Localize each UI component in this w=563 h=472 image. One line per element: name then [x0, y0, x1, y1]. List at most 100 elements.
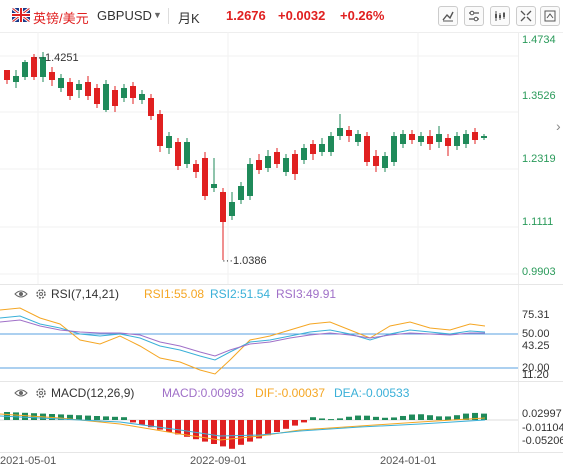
macd-bar [292, 420, 298, 426]
expand-icon[interactable] [516, 6, 536, 26]
macd-bar [229, 420, 235, 449]
candle-body [40, 57, 46, 77]
chevron-down-icon[interactable]: ▼ [153, 10, 162, 20]
macd-bar [256, 420, 262, 439]
candle-body [274, 152, 280, 164]
candlestick-chart [0, 32, 518, 284]
macd-bar [400, 415, 406, 420]
candle-body [13, 76, 19, 82]
dif-value: DIF:-0.00037 [255, 386, 326, 400]
candle-body [202, 158, 208, 196]
candle-body [265, 156, 271, 168]
candle-body [175, 142, 181, 166]
current-price: 1.2676 [226, 8, 266, 23]
candle-body [49, 72, 55, 80]
price-change: +0.0032 [278, 8, 326, 23]
candle-body [238, 186, 244, 200]
macd-bar [157, 420, 163, 430]
date-axis-label: 2024-01-01 [380, 455, 437, 467]
candle-body [364, 136, 370, 162]
macd-bar [13, 412, 19, 420]
macd-bar [121, 417, 127, 420]
candle-body [220, 192, 226, 222]
date-axis-label: 2022-09-01 [190, 455, 247, 467]
chart-header: 英镑/美元 GBPUSD ▼ 月K 1.2676 +0.0032 +0.26% [0, 0, 563, 33]
dea-value: DEA:-0.00533 [334, 386, 410, 400]
macd-bar [202, 420, 208, 442]
candle-body [337, 128, 343, 136]
rsi1-line [0, 307, 486, 375]
candle-body [85, 82, 91, 96]
macd-bar [238, 420, 244, 445]
macd-bar [211, 420, 217, 444]
candle-body [157, 114, 163, 146]
macd-bar [58, 414, 64, 420]
macd-axis-label: -0.01104 [522, 422, 563, 434]
gear-icon[interactable] [35, 288, 47, 300]
chevron-right-icon[interactable]: › [556, 118, 561, 134]
macd-bar [409, 414, 415, 420]
macd-bar [346, 416, 352, 420]
more-icon[interactable] [540, 6, 560, 26]
candle-body [31, 57, 37, 77]
candle-body [76, 84, 82, 90]
macd-bar [130, 420, 136, 423]
candle-body [103, 84, 109, 110]
macd-bar [454, 415, 460, 420]
candle-body [328, 136, 334, 152]
candle-body [283, 158, 289, 172]
candle-body [472, 132, 478, 140]
indicator-tool-icon[interactable] [490, 6, 510, 26]
gear-icon[interactable] [35, 387, 47, 399]
candle-body [256, 160, 262, 170]
rsi1-value: RSI1:55.08 [144, 287, 205, 301]
price-axis-label: 1.4734 [522, 34, 556, 46]
low-value: 1.0386 [233, 255, 267, 267]
price-axis-label: 1.2319 [522, 153, 556, 165]
macd-bar [436, 416, 442, 420]
candle-body [247, 164, 253, 196]
rsi3-value: RSI3:49.91 [276, 287, 337, 301]
macd-bar [301, 420, 307, 423]
price-change-pct: +0.26% [340, 8, 385, 23]
candle-body [445, 138, 451, 146]
macd-bar [247, 420, 253, 442]
macd-bar [112, 416, 118, 420]
macd-chart [0, 412, 518, 449]
macd-bar [337, 418, 343, 420]
candle-body [139, 94, 145, 100]
pair-name-cn[interactable]: 英镑/美元 [33, 11, 89, 26]
macd-bar [382, 417, 388, 420]
eye-icon[interactable] [14, 388, 28, 398]
candle-body [427, 136, 433, 144]
panel-divider [0, 452, 563, 453]
macd-bar [355, 415, 361, 420]
macd-bar [175, 420, 181, 435]
pair-code[interactable]: GBPUSD [97, 8, 152, 23]
rsi-axis-label: 20.00 [522, 362, 550, 374]
candle-body [121, 88, 127, 98]
candle-body [229, 202, 235, 216]
rsi-axis-label: 50.00 [522, 328, 550, 340]
line-tool-icon[interactable] [438, 6, 458, 26]
macd-bar [445, 416, 451, 420]
macd-axis-label: 0.02997 [522, 408, 562, 420]
macd-bar [310, 417, 316, 420]
settings-tool-icon[interactable] [464, 6, 484, 26]
candle-body [310, 144, 316, 154]
candle-body [184, 142, 190, 164]
panel-divider [0, 284, 563, 285]
macd-bar [481, 413, 487, 420]
macd-bar [76, 415, 82, 420]
candle-body [166, 136, 172, 148]
candle-body [58, 78, 64, 88]
macd-bar [166, 420, 172, 432]
candle-body [454, 136, 460, 146]
macd-bar [103, 416, 109, 420]
macd-bar [391, 417, 397, 420]
panel-divider [0, 381, 563, 382]
candle-body [301, 148, 307, 160]
period-selector[interactable]: 月K [178, 11, 200, 26]
eye-icon[interactable] [14, 289, 28, 299]
rsi-axis-label: 75.31 [522, 309, 550, 321]
